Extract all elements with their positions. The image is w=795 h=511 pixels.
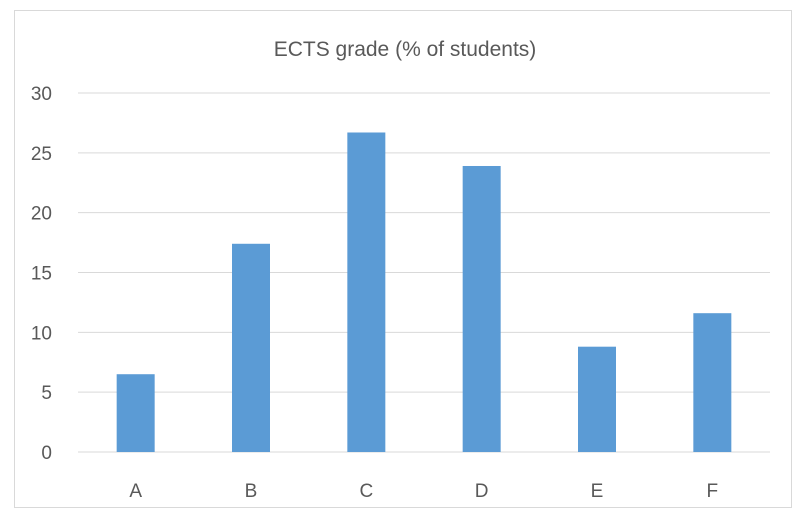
x-category-label: E bbox=[591, 481, 604, 502]
bar-c bbox=[347, 132, 386, 453]
y-tick-label: 30 bbox=[31, 84, 52, 105]
y-tick-label: 5 bbox=[41, 383, 52, 404]
x-category-label: D bbox=[475, 481, 489, 502]
x-category-label: B bbox=[245, 481, 258, 502]
y-tick-label: 15 bbox=[31, 264, 52, 285]
bar-a bbox=[116, 374, 155, 452]
x-axis-categories: A B C D E F bbox=[129, 481, 718, 502]
bars bbox=[116, 132, 732, 453]
gridlines bbox=[78, 92, 770, 453]
y-tick-label: 20 bbox=[31, 204, 52, 225]
y-tick-label: 0 bbox=[41, 443, 52, 464]
bar-b bbox=[232, 243, 270, 452]
y-tick-label: 25 bbox=[31, 144, 52, 165]
bar-f bbox=[693, 313, 732, 452]
x-category-label: A bbox=[129, 481, 142, 502]
bar-e bbox=[578, 346, 616, 452]
y-tick-label: 10 bbox=[31, 323, 52, 344]
bar-d bbox=[462, 165, 501, 452]
y-axis-ticks: 0 5 10 15 20 25 30 bbox=[31, 84, 52, 464]
x-category-label: C bbox=[359, 481, 373, 502]
chart-title: ECTS grade (% of students) bbox=[274, 38, 537, 61]
x-category-label: F bbox=[707, 481, 719, 502]
